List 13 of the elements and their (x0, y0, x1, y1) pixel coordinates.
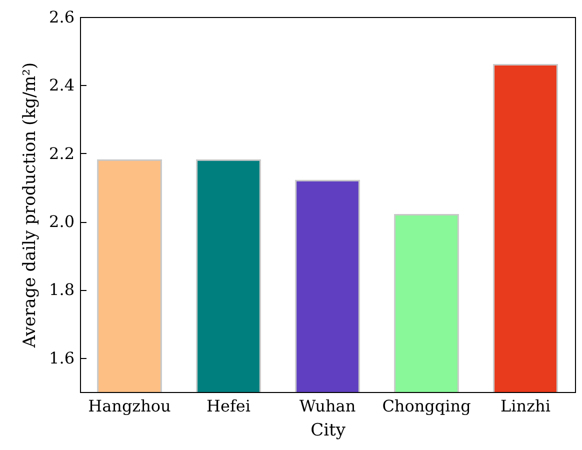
x-tick-label: Hangzhou (88, 396, 171, 416)
y-tick-label: 1.8 (49, 280, 74, 300)
y-axis-title: Average daily production (kg/m²) (20, 62, 40, 349)
y-tick-label: 2.0 (49, 212, 74, 232)
x-tick-label: Wuhan (299, 396, 356, 416)
y-tick-label: 2.6 (49, 8, 74, 26)
x-tick-label: Hefei (206, 396, 250, 416)
y-tick-label: 2.2 (49, 144, 74, 163)
x-axis-title: City (310, 420, 346, 440)
x-tick-label: Linzhi (500, 396, 550, 416)
y-tick-label: 1.6 (49, 348, 74, 368)
x-tick-label: Chongqing (382, 396, 471, 416)
y-tick-label: 2.4 (49, 76, 74, 95)
